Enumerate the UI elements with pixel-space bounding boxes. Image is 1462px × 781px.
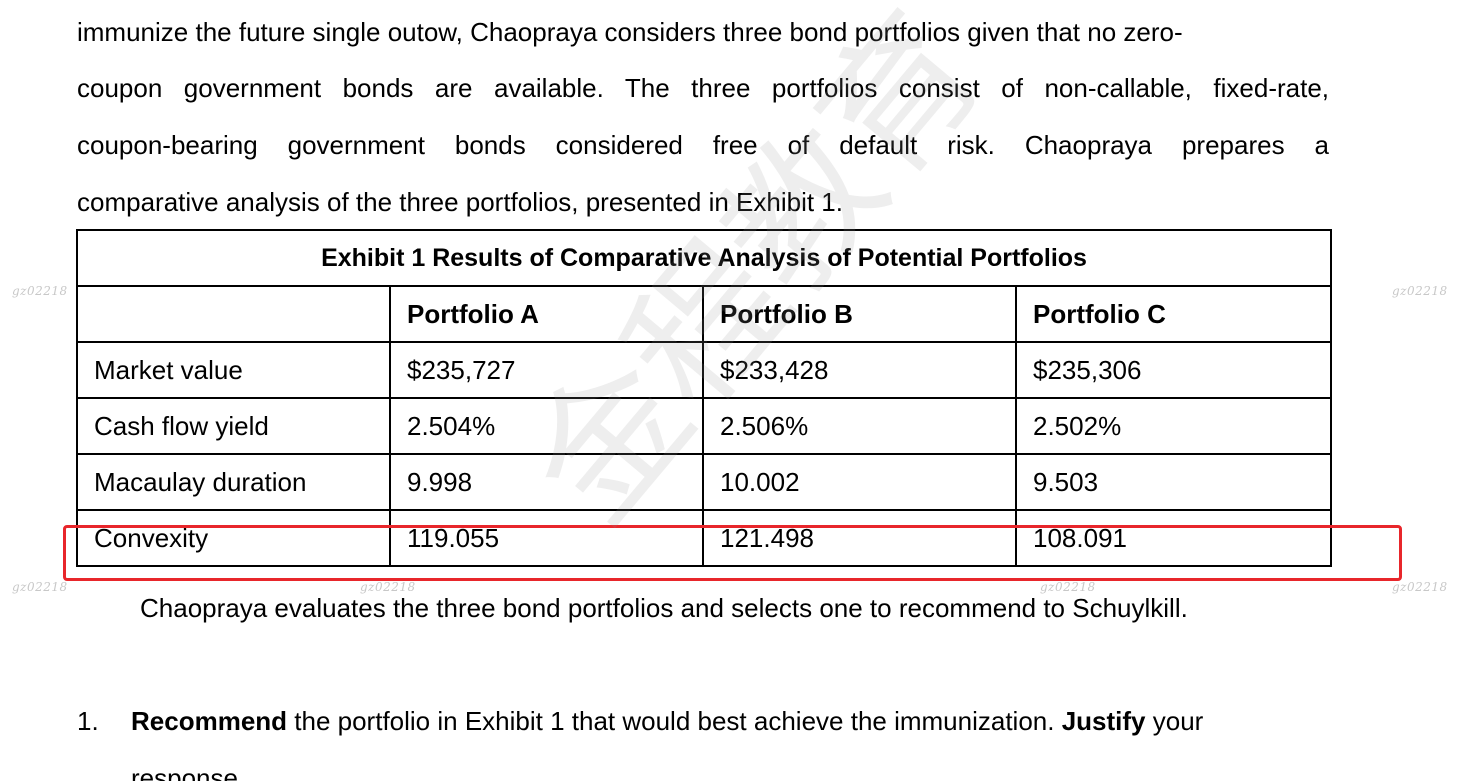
cell-portfolio-c: 2.502% — [1014, 397, 1333, 455]
row-label: Market value — [76, 341, 391, 399]
watermark-text: gz02218 — [360, 580, 416, 594]
table-row-cash-flow-yield: Cash flow yield 2.504% 2.506% 2.502% — [76, 397, 1333, 455]
cell-portfolio-a: $235,727 — [389, 341, 704, 399]
table-header-row: Portfolio A Portfolio B Portfolio C — [76, 285, 1333, 343]
intro-line-2: coupon government bonds are available. T… — [77, 73, 1329, 103]
exhibit-caption: Exhibit 1 Results of Comparative Analysi… — [75, 229, 1333, 287]
watermark-text: gz02218 — [12, 284, 68, 298]
cell-portfolio-a: 9.998 — [389, 453, 704, 511]
question-bold-justify: Justify — [1061, 706, 1146, 736]
question-number: 1. — [77, 706, 99, 736]
row-label: Convexity — [76, 509, 391, 567]
row-label: Cash flow yield — [76, 397, 391, 455]
cell-portfolio-b: 121.498 — [702, 509, 1017, 567]
table-row-macaulay-duration: Macaulay duration 9.998 10.002 9.503 — [76, 453, 1333, 511]
cell-portfolio-b: $233,428 — [702, 341, 1017, 399]
intro-line-4: comparative analysis of the three portfo… — [77, 187, 843, 217]
cell-portfolio-a: 119.055 — [389, 509, 704, 567]
question-bold-recommend: Recommend — [131, 706, 288, 736]
column-header-portfolio-a: Portfolio A — [389, 285, 704, 343]
column-header-portfolio-c: Portfolio C — [1014, 285, 1333, 343]
exhibit-table: Exhibit 1 Results of Comparative Analysi… — [75, 229, 1333, 567]
row-label: Macaulay duration — [76, 453, 391, 511]
column-header-empty — [76, 285, 391, 343]
intro-line-3: coupon-bearing government bonds consider… — [77, 130, 1329, 160]
question-text-line2: response. — [131, 763, 246, 781]
cell-portfolio-c: 108.091 — [1014, 509, 1333, 567]
cell-portfolio-c: 9.503 — [1014, 453, 1333, 511]
watermark-text: gz02218 — [1392, 580, 1448, 594]
column-header-portfolio-b: Portfolio B — [702, 285, 1017, 343]
watermark-text: gz02218 — [12, 580, 68, 594]
table-row-market-value: Market value $235,727 $233,428 $235,306 — [76, 341, 1333, 399]
cell-portfolio-b: 10.002 — [702, 453, 1017, 511]
cell-portfolio-a: 2.504% — [389, 397, 704, 455]
table-row-convexity: Convexity 119.055 121.498 108.091 — [76, 509, 1333, 567]
cell-portfolio-b: 2.506% — [702, 397, 1017, 455]
watermark-text: gz02218 — [1040, 580, 1096, 594]
question-text: Recommend the portfolio in Exhibit 1 tha… — [131, 707, 1203, 735]
cell-portfolio-c: $235,306 — [1014, 341, 1333, 399]
after-table-text: Chaopraya evaluates the three bond portf… — [140, 593, 1188, 623]
watermark-text: gz02218 — [1392, 284, 1448, 298]
question-text-part1: the portfolio in Exhibit 1 that would be… — [287, 706, 1062, 736]
question-text-part2: your — [1145, 706, 1204, 736]
intro-line-1: immunize the future single outow, Chaopr… — [77, 17, 1183, 47]
